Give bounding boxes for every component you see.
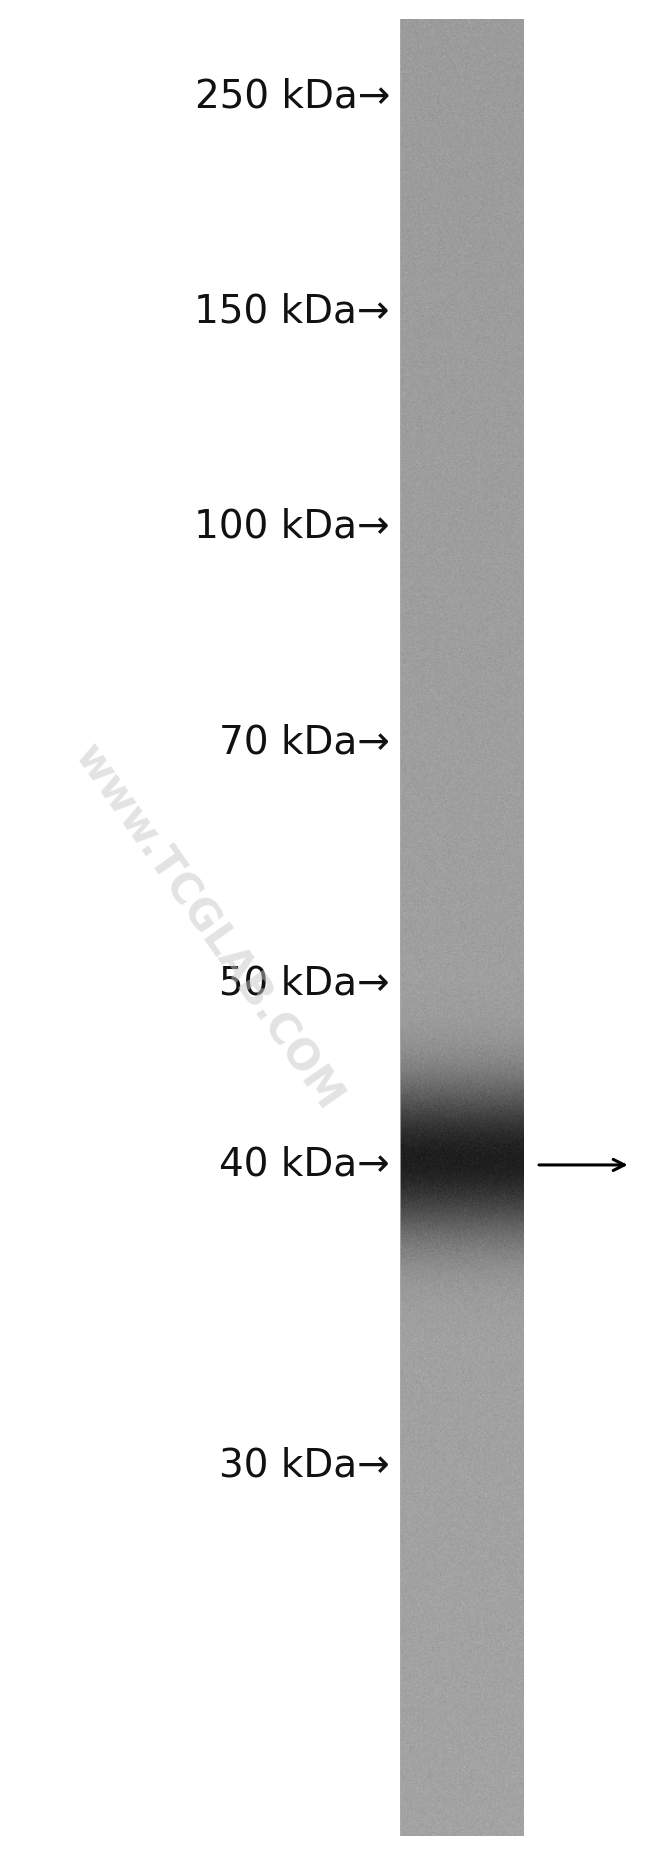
Text: 50 kDa→: 50 kDa→: [220, 965, 390, 1002]
Text: 70 kDa→: 70 kDa→: [219, 723, 390, 761]
Text: 100 kDa→: 100 kDa→: [194, 508, 390, 545]
Text: 150 kDa→: 150 kDa→: [194, 293, 390, 330]
Text: www.TCGLAB.COM: www.TCGLAB.COM: [66, 736, 350, 1119]
Text: 30 kDa→: 30 kDa→: [219, 1447, 390, 1484]
Text: 40 kDa→: 40 kDa→: [219, 1146, 390, 1183]
Text: 250 kDa→: 250 kDa→: [194, 78, 390, 115]
